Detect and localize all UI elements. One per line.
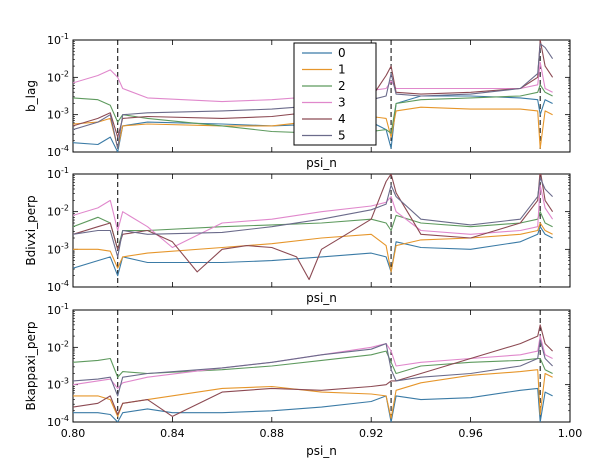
y-tick-label: 10-2 [47,69,69,84]
series-line-2 [73,84,553,134]
x-axis-label: psi_n [306,156,337,170]
series-line-3 [73,335,553,389]
y-tick-label: 10-1 [47,166,69,181]
y-tick-label: 10-4 [47,279,69,294]
series-line-1 [73,369,553,419]
series-line-4 [73,324,553,417]
series-line-0 [73,95,553,152]
panel-bkappaxi-perp: 10-4 10-3 10-2 10-1 0.80 0.84 0.88 0.92 0.96 1.00… [24,302,582,458]
y-tick-label: 10-1 [47,32,69,47]
series-line-4 [73,40,554,138]
series-line-5 [73,339,553,397]
x-tick-label: 0.84 [160,427,185,440]
x-tick-label: 0.96 [458,427,483,440]
legend-label-0: 0 [338,46,346,60]
series-line-1 [73,222,553,273]
x-axis-label: psi_n [306,444,337,458]
series-line-0 [73,387,553,422]
x-tick-label: 0.92 [359,427,384,440]
y-axis-label: b_lag [24,80,38,112]
series-line-4 [73,174,554,281]
y-axis-label: Bkappaxi_perp [24,322,38,411]
series-line-0 [73,226,553,277]
legend-label-5: 5 [338,129,346,143]
y-tick-label: 10-3 [47,107,69,122]
y-tick-label: 10-3 [47,377,69,392]
legend-label-4: 4 [338,112,346,126]
panel-bdivxi-perp: 10-4 10-3 10-2 10-1 Bdivxi_perp psi_n [24,166,571,305]
y-tick-label: 10-4 [47,414,69,429]
y-tick-label: 10-1 [47,302,69,317]
series-line-5 [73,177,553,258]
series-line-3 [73,184,554,249]
series-line-5 [73,43,554,149]
legend-label-3: 3 [338,96,346,110]
y-tick-label: 10-2 [47,204,69,219]
y-tick-label: 10-4 [47,144,69,159]
legend-label-1: 1 [338,63,346,77]
legend-label-2: 2 [338,79,346,93]
y-tick-label: 10-3 [47,241,69,256]
series-line-2 [73,350,553,378]
x-axis-label: psi_n [306,291,337,305]
legend: 0 1 2 3 4 5 [293,42,377,146]
x-tick-label: 0.88 [260,427,285,440]
plot-area [72,309,571,423]
x-tick-label: 1.00 [558,427,583,440]
legend-frame [293,42,377,146]
y-tick-label: 10-2 [47,339,69,354]
y-axis-label: Bdivxi_perp [24,195,38,265]
x-tick-label: 0.80 [61,427,86,440]
series-line-3 [73,61,553,103]
